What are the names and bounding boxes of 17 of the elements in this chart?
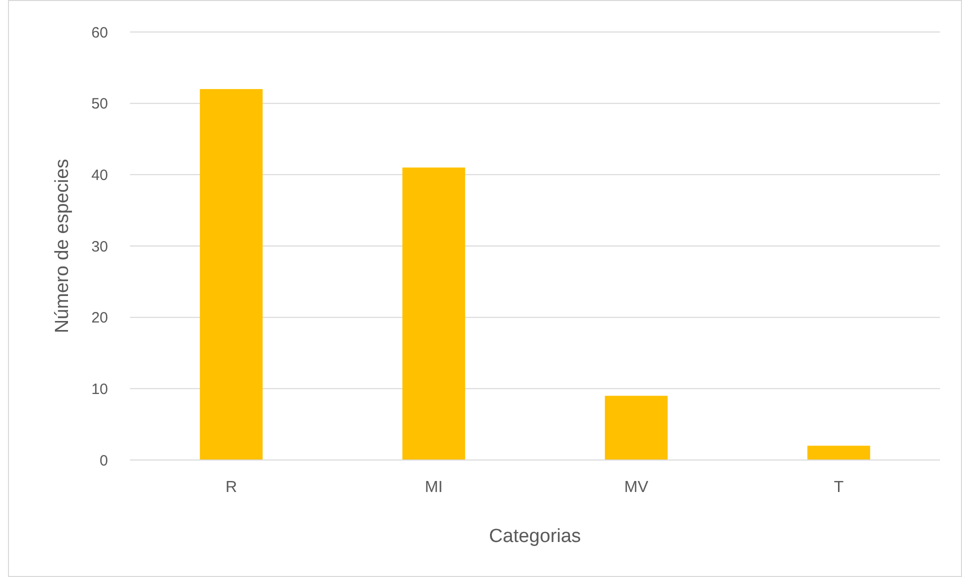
- y-tick-label: 50: [91, 96, 108, 113]
- y-axis-title: Número de especies: [52, 158, 73, 334]
- x-axis-title: Categorias: [489, 526, 581, 547]
- x-tick-label: MV: [624, 479, 649, 496]
- y-tick-label: 30: [91, 238, 108, 256]
- bar: [200, 89, 263, 460]
- y-tick-label: 10: [91, 380, 108, 398]
- y-tick-label: 60: [91, 24, 108, 42]
- bar: [807, 446, 870, 460]
- y-tick-label: 20: [91, 310, 108, 327]
- bar: [402, 168, 466, 460]
- y-tick-label: 40: [91, 166, 108, 184]
- bar: [604, 396, 668, 460]
- x-tick-label: R: [225, 479, 238, 496]
- y-tick-label: 0: [100, 452, 108, 470]
- x-tick-label: MI: [424, 479, 443, 496]
- x-tick-label: T: [834, 479, 844, 496]
